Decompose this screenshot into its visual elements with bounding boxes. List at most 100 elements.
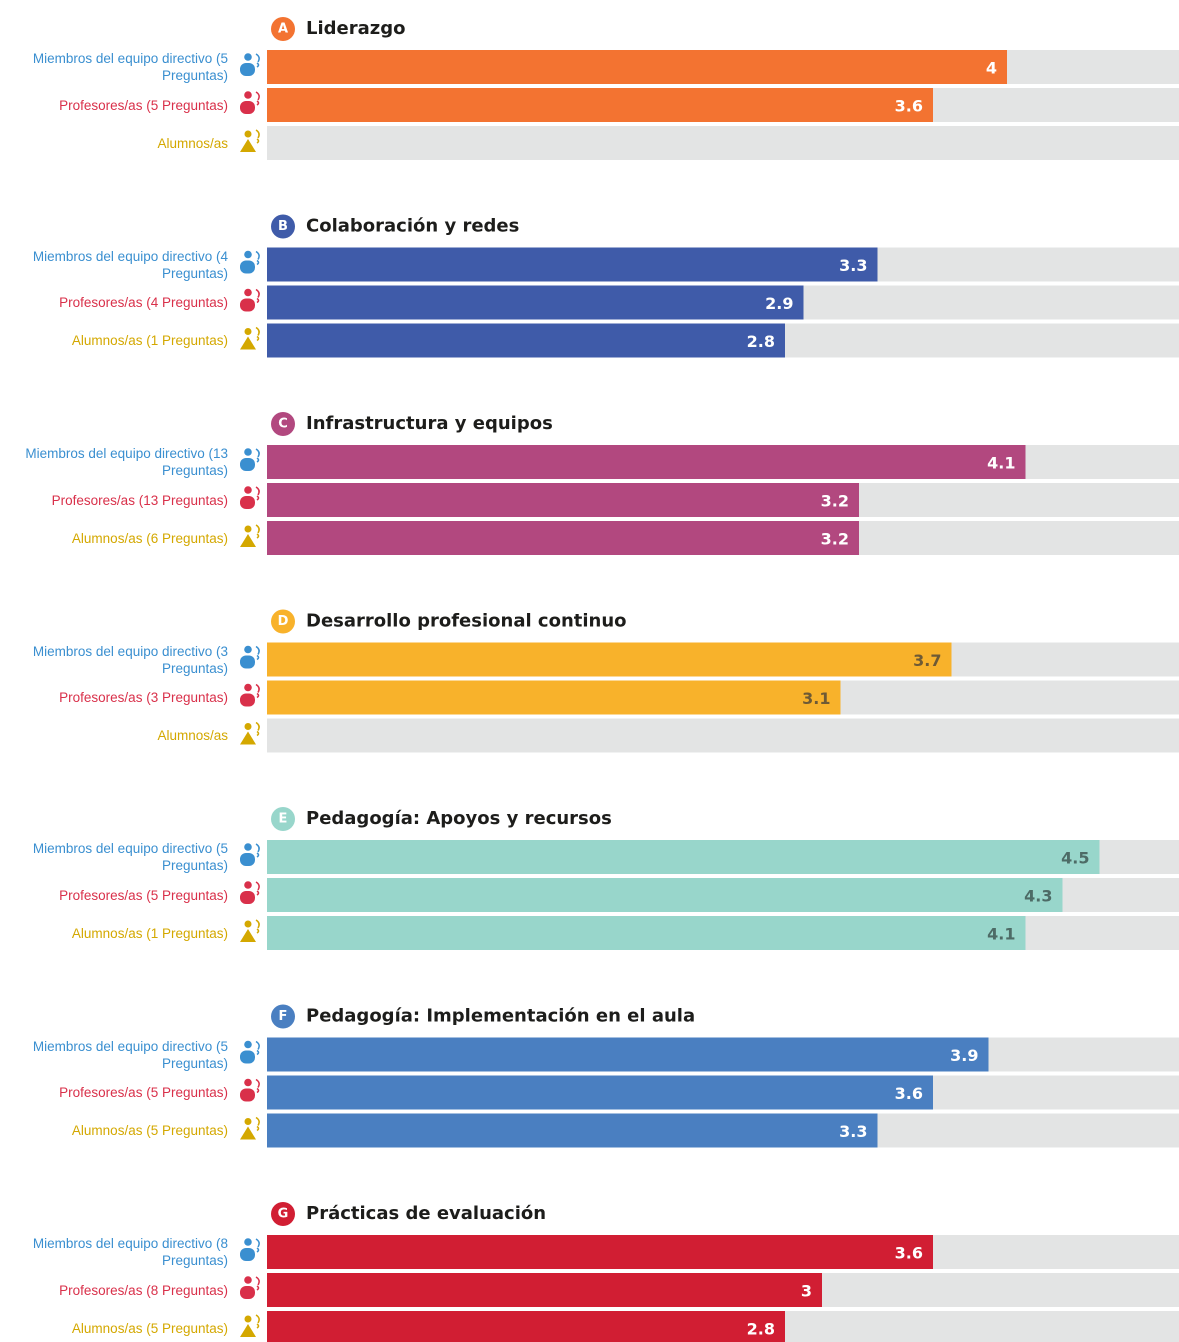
icon <box>240 260 255 274</box>
badge-letter: B <box>278 219 288 234</box>
icon <box>240 63 255 76</box>
category-label: Alumnos/as (5 Preguntas) <box>71 1123 228 1138</box>
value-label: 3.3 <box>839 256 867 275</box>
icon <box>244 250 252 259</box>
icon <box>244 683 252 692</box>
icon <box>244 1276 252 1284</box>
category-label: Miembros del equipo directivo (5 Pregunt… <box>32 1038 228 1071</box>
icon <box>244 1315 252 1323</box>
value-label: 4.1 <box>987 454 1015 473</box>
badge-circle <box>271 609 295 634</box>
bar-background <box>267 718 1179 753</box>
bar <box>267 1075 933 1110</box>
bar <box>267 642 952 677</box>
icon <box>240 1126 256 1140</box>
badge-letter: F <box>279 1009 288 1024</box>
icon <box>255 1238 260 1253</box>
bar <box>267 445 1026 479</box>
badge-letter: E <box>279 812 288 827</box>
icon <box>240 534 256 547</box>
category-label: Profesores/as (8 Preguntas) <box>59 1282 228 1298</box>
category-label: Miembros del equipo directivo (13 Pregun… <box>25 446 228 478</box>
badge-circle <box>271 412 295 436</box>
category-label: Alumnos/as (1 Preguntas) <box>71 925 228 941</box>
value-label: 3.1 <box>802 689 830 708</box>
value-label: 2.8 <box>747 332 775 351</box>
icon <box>240 693 255 707</box>
icon <box>244 645 252 654</box>
category-label: Alumnos/as (6 Preguntas) <box>71 530 228 546</box>
icon <box>244 525 252 533</box>
icon <box>255 1276 260 1291</box>
category-label: Profesores/as (5 Preguntas) <box>59 887 228 903</box>
icon <box>244 288 252 297</box>
group-title: Pedagogía: Apoyos y recursos <box>306 808 612 829</box>
icon <box>255 91 260 106</box>
bar <box>267 323 785 358</box>
icon <box>240 655 255 669</box>
icon <box>255 1314 260 1329</box>
icon <box>244 723 252 730</box>
icon <box>240 891 255 904</box>
value-label: 4.5 <box>1061 849 1089 868</box>
icon <box>244 1238 252 1246</box>
icon <box>240 1050 255 1064</box>
value-label: 3.2 <box>821 492 849 511</box>
icon <box>255 326 260 342</box>
icon <box>240 731 256 745</box>
category-label: Miembros del equipo directivo (8 Pregunt… <box>32 1236 228 1268</box>
icon <box>240 1324 256 1337</box>
badge-circle <box>271 17 295 41</box>
value-label: 4 <box>986 59 997 78</box>
value-label: 2.9 <box>765 294 793 313</box>
value-label: 4.1 <box>987 925 1015 944</box>
icon <box>244 53 252 61</box>
icon <box>240 298 255 312</box>
icon <box>244 1040 252 1049</box>
bar <box>267 878 1063 912</box>
icon <box>255 881 260 896</box>
icon <box>255 919 260 934</box>
icon <box>255 524 260 539</box>
group-title: Prácticas de evaluación <box>306 1203 546 1224</box>
bar <box>267 88 933 122</box>
value-label: 3.9 <box>950 1046 978 1065</box>
badge-letter: D <box>278 614 289 629</box>
icon <box>255 843 260 858</box>
icon <box>244 881 252 889</box>
badge-letter: G <box>278 1207 289 1222</box>
category-label: Profesores/as (5 Preguntas) <box>59 1085 228 1100</box>
value-label: 3.2 <box>821 530 849 549</box>
badge-circle <box>271 1004 295 1029</box>
icon <box>240 1088 255 1102</box>
value-label: 3.6 <box>895 1244 923 1263</box>
icon <box>240 1248 255 1261</box>
icon <box>244 91 252 99</box>
category-label: Miembros del equipo directivo (5 Pregunt… <box>32 51 228 83</box>
category-label: Profesores/as (4 Preguntas) <box>59 295 228 310</box>
category-label: Alumnos/as (5 Preguntas) <box>71 1320 228 1336</box>
icon <box>255 486 260 501</box>
bar <box>267 1235 933 1269</box>
category-label: Alumnos/as <box>157 728 228 743</box>
icon <box>240 101 255 114</box>
group-title: Infrastructura y equipos <box>306 413 553 434</box>
icon <box>255 1116 260 1132</box>
category-label: Miembros del equipo directivo (5 Pregunt… <box>32 841 228 873</box>
icon <box>255 683 260 699</box>
bar <box>267 521 859 555</box>
icon <box>255 721 260 737</box>
value-label: 3.6 <box>895 97 923 116</box>
badge-circle <box>271 1202 295 1226</box>
category-label: Miembros del equipo directivo (4 Pregunt… <box>32 248 228 281</box>
bar <box>267 1037 989 1072</box>
bar <box>267 1273 822 1307</box>
badge-circle <box>271 807 295 831</box>
category-label: Alumnos/as (1 Preguntas) <box>71 333 228 348</box>
value-label: 3 <box>801 1282 812 1301</box>
bar <box>267 285 804 320</box>
value-label: 3.7 <box>913 651 941 670</box>
group-title: Pedagogía: Implementación en el aula <box>306 1006 695 1027</box>
